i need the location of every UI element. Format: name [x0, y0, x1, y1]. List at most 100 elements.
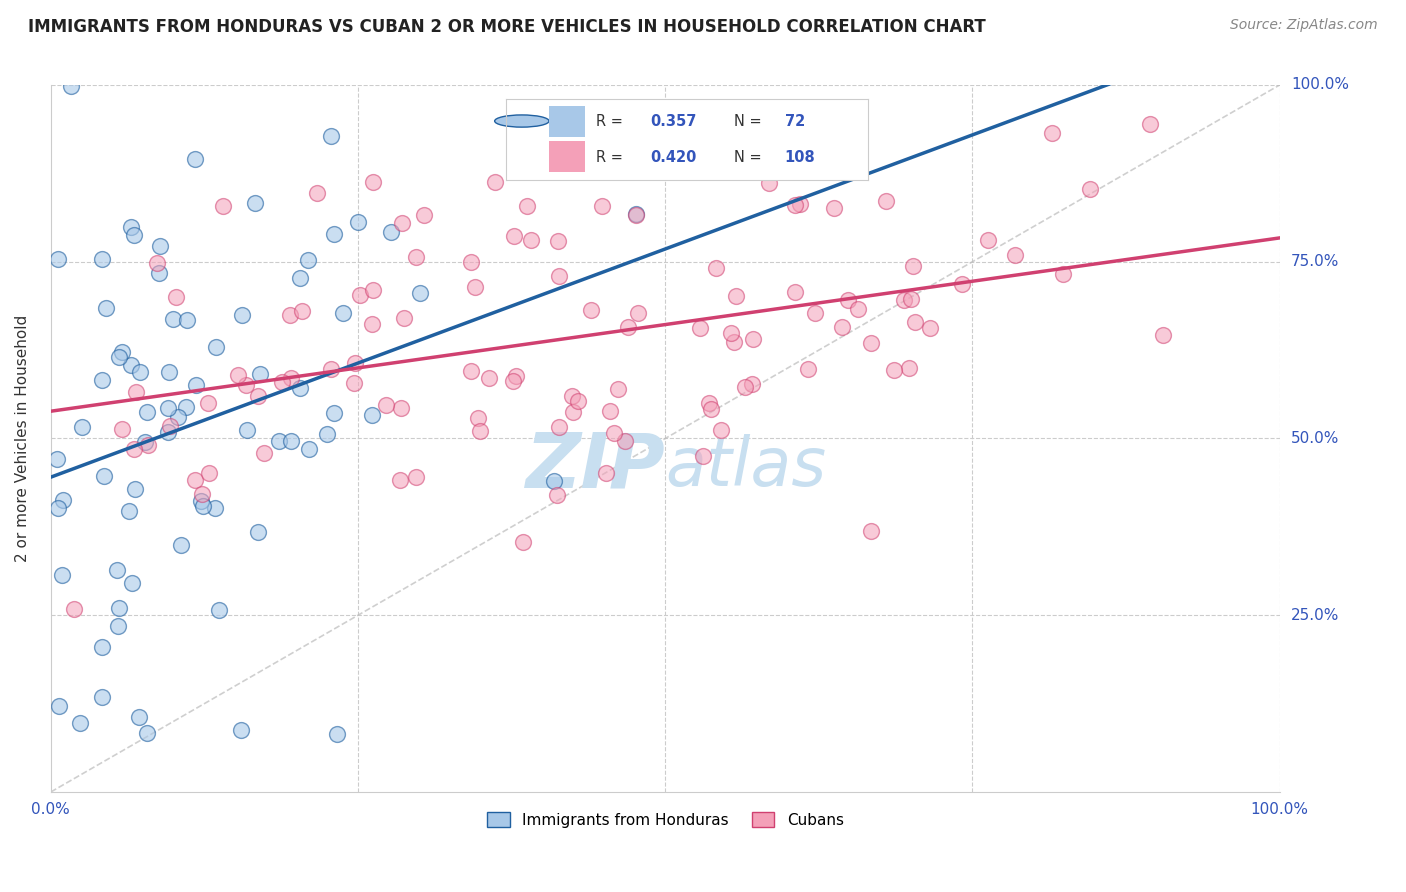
Point — [512, 534, 534, 549]
Point — [297, 442, 319, 456]
Text: Source: ZipAtlas.com: Source: ZipAtlas.com — [1230, 18, 1378, 32]
Point — [1052, 268, 1074, 282]
Point — [343, 376, 366, 391]
Point — [734, 380, 756, 394]
Point — [460, 364, 482, 378]
Text: atlas: atlas — [665, 434, 827, 500]
Point — [405, 470, 427, 484]
Point — [91, 373, 114, 387]
Point — [547, 234, 569, 248]
Point — [184, 152, 207, 166]
Point — [134, 434, 156, 449]
Point — [460, 255, 482, 269]
Point — [613, 434, 636, 449]
Point — [520, 233, 543, 247]
Point — [595, 466, 617, 480]
Point — [136, 438, 159, 452]
Point — [893, 293, 915, 307]
Point — [231, 308, 253, 322]
Point — [190, 494, 212, 508]
Point — [105, 563, 128, 577]
Point — [464, 279, 486, 293]
Point — [505, 369, 527, 384]
Point — [741, 377, 763, 392]
Point — [392, 311, 415, 326]
Point — [627, 305, 650, 319]
Point — [184, 377, 207, 392]
Point — [322, 406, 344, 420]
Point — [249, 367, 271, 381]
Point — [129, 364, 152, 378]
Point — [561, 389, 583, 403]
Point — [789, 197, 811, 211]
Point — [197, 396, 219, 410]
Point — [235, 423, 257, 437]
Point — [93, 468, 115, 483]
Point — [710, 423, 733, 437]
Point — [297, 253, 319, 268]
Point — [205, 340, 228, 354]
Point — [689, 321, 711, 335]
Point — [121, 576, 143, 591]
Point — [162, 311, 184, 326]
Point — [94, 301, 117, 316]
Point — [48, 252, 70, 266]
Point — [107, 619, 129, 633]
Point — [243, 195, 266, 210]
Point — [785, 285, 807, 299]
Text: ZIP: ZIP — [526, 430, 665, 504]
Point — [1152, 328, 1174, 343]
Point — [783, 198, 806, 212]
Point — [271, 375, 294, 389]
Point — [412, 208, 434, 222]
Point — [920, 321, 942, 335]
Point — [91, 252, 114, 266]
Point — [720, 326, 742, 340]
Point — [288, 381, 311, 395]
Point — [692, 449, 714, 463]
Point — [157, 401, 180, 416]
Point — [952, 277, 974, 292]
Point — [361, 175, 384, 189]
Point — [758, 177, 780, 191]
Point — [360, 408, 382, 422]
Point — [391, 215, 413, 229]
Point — [122, 442, 145, 456]
Point — [91, 690, 114, 704]
Point — [607, 382, 630, 396]
Point — [120, 358, 142, 372]
Text: 75.0%: 75.0% — [1291, 254, 1339, 269]
Point — [697, 395, 720, 409]
Text: 50.0%: 50.0% — [1291, 431, 1339, 446]
Point — [599, 403, 621, 417]
Point — [280, 434, 302, 448]
Point — [343, 356, 366, 370]
Point — [136, 726, 159, 740]
Point — [859, 336, 882, 351]
Point — [191, 499, 214, 513]
Point — [349, 288, 371, 302]
Point — [111, 422, 134, 436]
Point — [45, 451, 67, 466]
Point — [548, 268, 571, 283]
Point — [624, 207, 647, 221]
Point — [174, 400, 197, 414]
Point — [108, 350, 131, 364]
Point — [166, 410, 188, 425]
Point — [290, 271, 312, 285]
Point — [898, 360, 921, 375]
Point — [561, 405, 583, 419]
Point — [579, 303, 602, 318]
Point — [361, 283, 384, 297]
Point — [184, 473, 207, 487]
Point — [797, 361, 820, 376]
Point — [389, 473, 412, 487]
Text: 25.0%: 25.0% — [1291, 607, 1339, 623]
Point — [470, 424, 492, 438]
Point — [502, 374, 524, 388]
Legend: Immigrants from Honduras, Cubans: Immigrants from Honduras, Cubans — [481, 805, 849, 834]
Point — [60, 78, 83, 93]
Point — [1078, 182, 1101, 196]
Point — [478, 371, 501, 385]
Point — [291, 304, 314, 318]
